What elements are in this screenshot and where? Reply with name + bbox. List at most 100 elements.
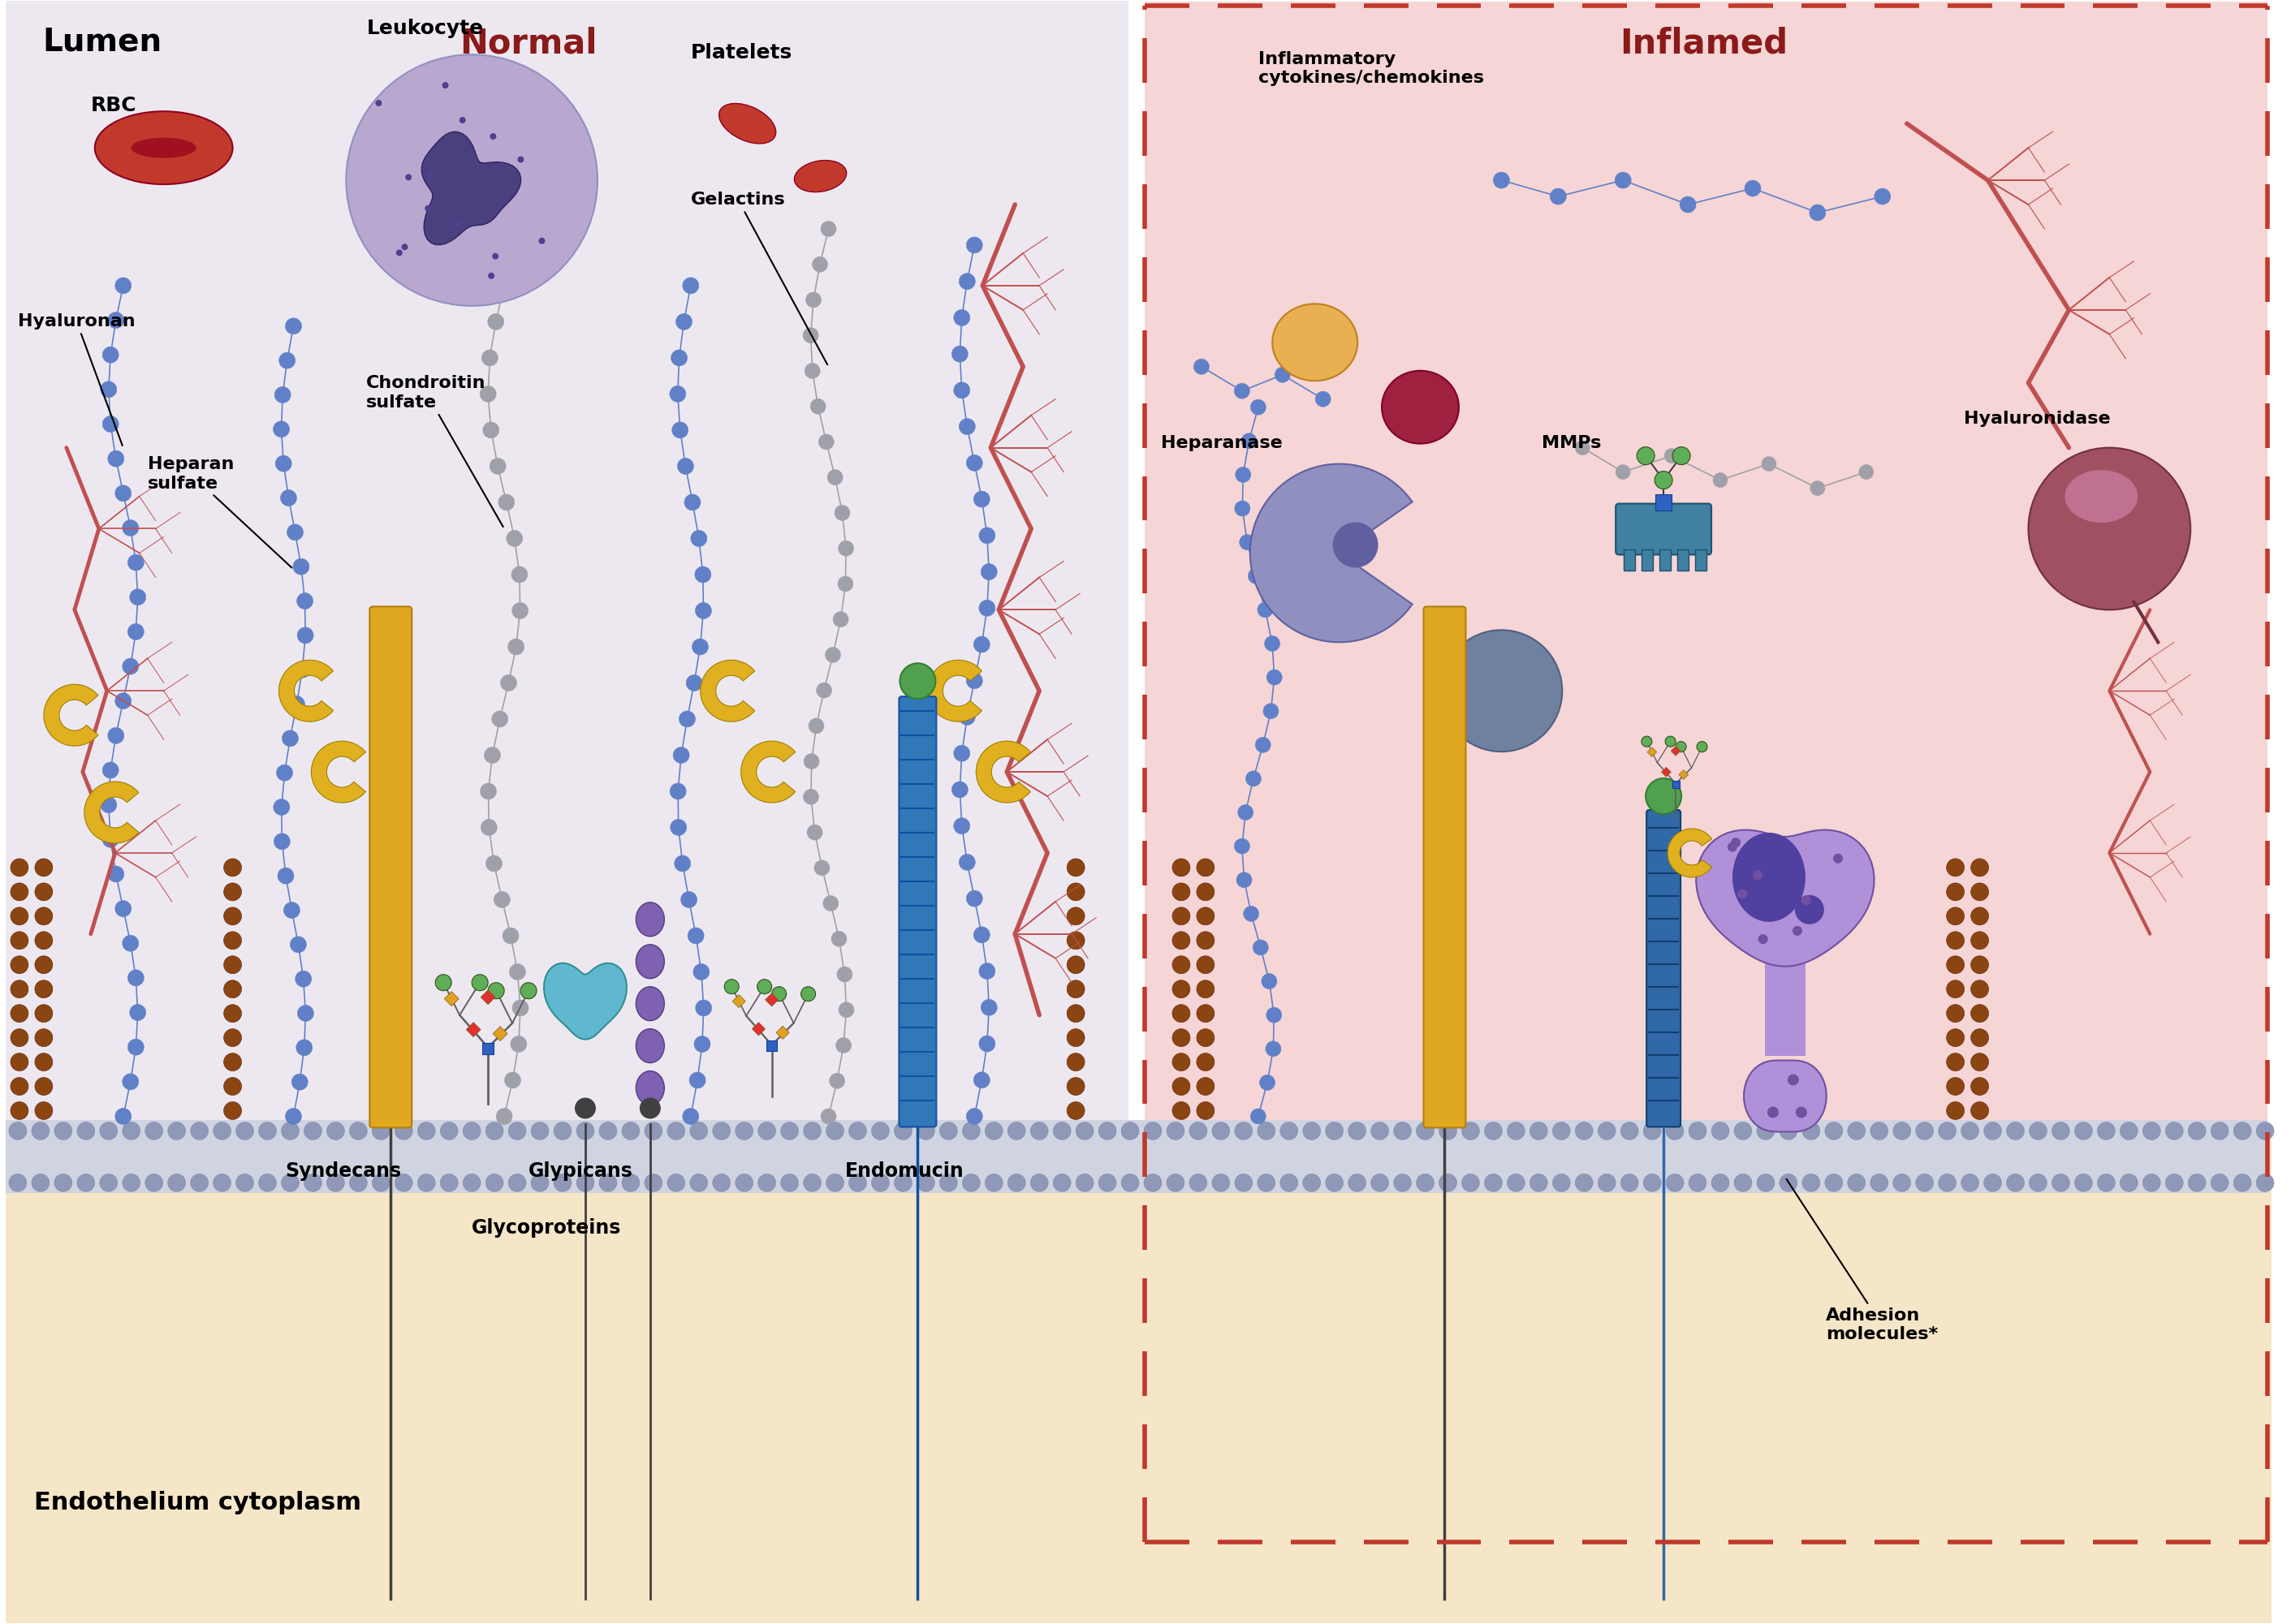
Circle shape <box>1441 630 1562 752</box>
Circle shape <box>1672 447 1691 464</box>
Circle shape <box>1757 1122 1776 1140</box>
Bar <box>1672 781 1679 788</box>
Circle shape <box>1947 908 1963 926</box>
Circle shape <box>2007 1174 2025 1192</box>
Circle shape <box>1947 859 1963 877</box>
Circle shape <box>1173 1005 1189 1023</box>
Circle shape <box>1304 1174 1320 1192</box>
Circle shape <box>804 328 818 343</box>
Circle shape <box>1553 1174 1569 1192</box>
Circle shape <box>1620 1174 1638 1192</box>
Ellipse shape <box>637 1028 664 1062</box>
Circle shape <box>978 599 994 615</box>
Polygon shape <box>733 994 745 1009</box>
Circle shape <box>985 1174 1003 1192</box>
Circle shape <box>2076 1122 2092 1140</box>
Circle shape <box>1675 742 1686 752</box>
Circle shape <box>1643 1122 1661 1140</box>
Polygon shape <box>481 991 495 1005</box>
Circle shape <box>502 927 518 944</box>
Circle shape <box>296 971 312 987</box>
Circle shape <box>2119 1122 2138 1140</box>
Circle shape <box>832 931 848 947</box>
Polygon shape <box>765 994 779 1007</box>
Circle shape <box>1801 895 1810 905</box>
Circle shape <box>1235 500 1251 516</box>
Circle shape <box>284 901 300 918</box>
Polygon shape <box>1743 1060 1826 1132</box>
Circle shape <box>802 987 816 1002</box>
Circle shape <box>236 1174 254 1192</box>
Circle shape <box>1054 1174 1070 1192</box>
Circle shape <box>1054 1122 1070 1140</box>
Circle shape <box>1620 1122 1638 1140</box>
Circle shape <box>289 697 305 713</box>
Circle shape <box>621 1122 639 1140</box>
Ellipse shape <box>637 987 664 1021</box>
Circle shape <box>816 682 832 698</box>
Circle shape <box>351 1122 367 1140</box>
Circle shape <box>827 469 843 486</box>
Circle shape <box>960 273 976 289</box>
Circle shape <box>499 494 515 510</box>
Bar <box>1656 494 1672 510</box>
Circle shape <box>1597 1174 1615 1192</box>
Text: Chondroitin
sulfate: Chondroitin sulfate <box>367 375 504 526</box>
Circle shape <box>685 494 701 510</box>
Circle shape <box>1265 637 1281 651</box>
Circle shape <box>1173 932 1189 950</box>
Polygon shape <box>85 781 140 843</box>
Circle shape <box>893 1174 912 1192</box>
Circle shape <box>34 859 53 877</box>
Circle shape <box>1970 1077 1989 1095</box>
Circle shape <box>2142 1122 2160 1140</box>
Text: Heparan
sulfate: Heparan sulfate <box>147 456 291 568</box>
Circle shape <box>1393 1122 1411 1140</box>
Circle shape <box>282 731 298 747</box>
Circle shape <box>804 1122 820 1140</box>
Bar <box>1146 2 2268 1541</box>
Circle shape <box>1507 1122 1526 1140</box>
Circle shape <box>953 818 969 835</box>
Circle shape <box>1260 1075 1276 1090</box>
Polygon shape <box>1679 770 1688 780</box>
Circle shape <box>1326 1174 1343 1192</box>
Circle shape <box>671 349 687 365</box>
Circle shape <box>115 486 131 502</box>
Circle shape <box>669 387 685 403</box>
Circle shape <box>1597 1122 1615 1140</box>
Circle shape <box>488 313 504 330</box>
Circle shape <box>1068 932 1084 950</box>
Circle shape <box>839 577 852 591</box>
Circle shape <box>486 1122 504 1140</box>
Circle shape <box>511 1036 527 1052</box>
Circle shape <box>1173 1028 1189 1046</box>
Circle shape <box>190 1122 208 1140</box>
Circle shape <box>967 237 983 253</box>
Circle shape <box>101 1122 117 1140</box>
Polygon shape <box>312 741 367 802</box>
Circle shape <box>667 1174 685 1192</box>
Circle shape <box>1212 1122 1230 1140</box>
Circle shape <box>131 1004 147 1020</box>
Text: Inflammatory
cytokines/chemokines: Inflammatory cytokines/chemokines <box>1258 52 1485 86</box>
Circle shape <box>34 932 53 950</box>
Circle shape <box>2007 1122 2025 1140</box>
Circle shape <box>371 1174 389 1192</box>
Circle shape <box>694 1036 710 1052</box>
Circle shape <box>291 937 307 953</box>
Circle shape <box>1615 464 1631 479</box>
Circle shape <box>128 970 144 986</box>
Circle shape <box>694 963 710 979</box>
Circle shape <box>1874 188 1890 205</box>
Circle shape <box>1553 1122 1569 1140</box>
Circle shape <box>277 765 293 781</box>
Circle shape <box>1462 1174 1480 1192</box>
FancyBboxPatch shape <box>1647 810 1682 1127</box>
Circle shape <box>644 1122 662 1140</box>
Circle shape <box>225 908 241 926</box>
Circle shape <box>713 1122 731 1140</box>
Circle shape <box>974 637 990 653</box>
Circle shape <box>981 999 997 1015</box>
Circle shape <box>1143 1174 1162 1192</box>
